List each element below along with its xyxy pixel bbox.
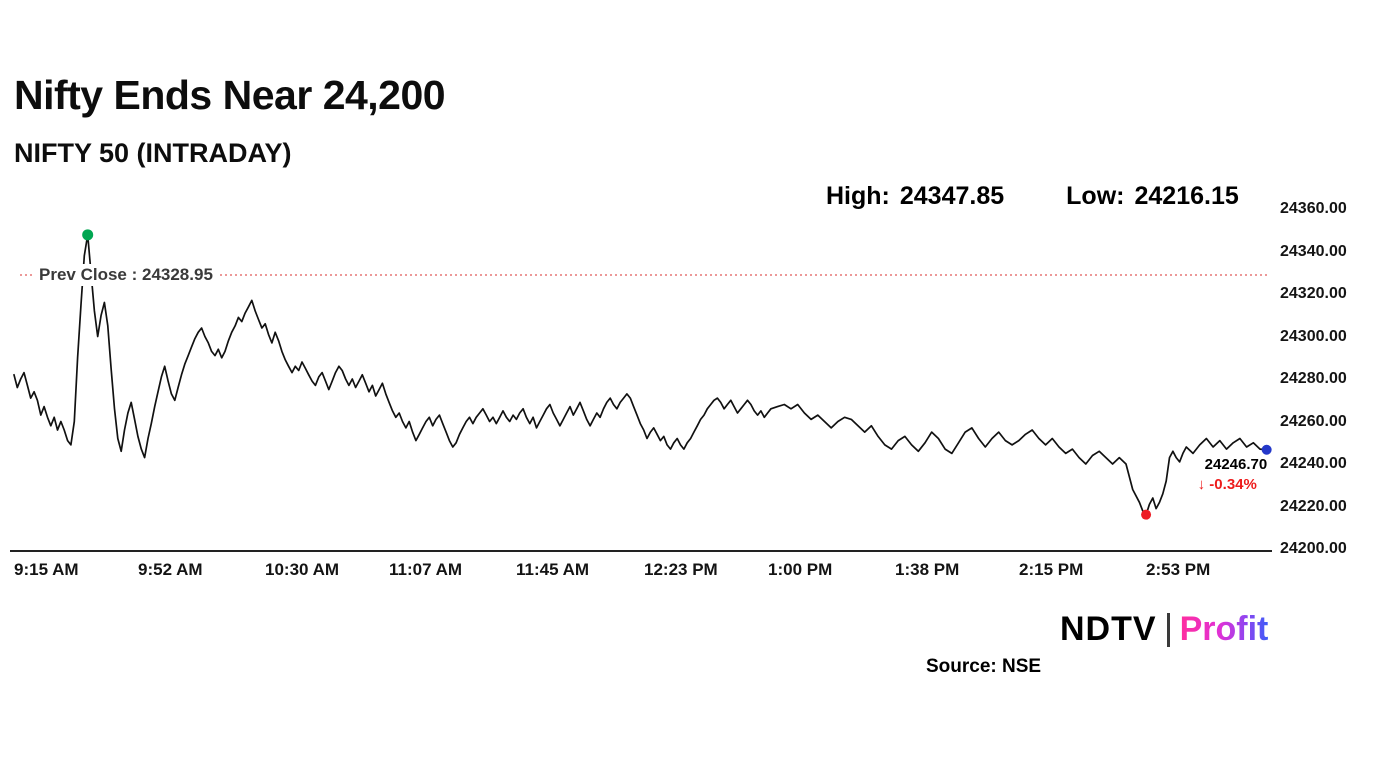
ndtv-profit-logo: NDTV Profit (1060, 610, 1268, 649)
ndtv-logo-text: NDTV (1060, 610, 1157, 648)
y-axis-label: 24200.00 (1280, 540, 1347, 557)
high-label: High: (826, 182, 890, 210)
low-label: Low: (1066, 182, 1125, 210)
chart-subtitle: NIFTY 50 (INTRADAY) (14, 138, 292, 168)
x-axis-label: 2:53 PM (1146, 560, 1211, 579)
last-price-label: 24246.70 (1200, 454, 1272, 474)
y-axis-label: 24260.00 (1280, 412, 1347, 430)
y-axis-label: 24360.00 (1280, 200, 1347, 217)
x-axis-label: 12:23 PM (644, 560, 718, 579)
x-axis-label: 1:38 PM (895, 560, 960, 579)
logo-separator (1166, 612, 1170, 647)
high-marker-dot (82, 229, 94, 241)
y-axis-label: 24320.00 (1280, 285, 1347, 302)
x-axis-label: 9:52 AM (138, 560, 203, 579)
high-low-stats: High: 24347.85 Low: 24216.15 (826, 182, 1239, 211)
y-axis-label: 24220.00 (1280, 497, 1347, 515)
x-axis-label: 10:30 AM (265, 560, 340, 579)
prev-close-label: Prev Close : 24328.95 (34, 263, 218, 286)
x-axis-label: 11:45 AM (516, 560, 590, 579)
y-axis-label: 24300.00 (1280, 327, 1347, 345)
x-axis-label: 1:00 PM (768, 560, 833, 579)
x-axis-label: 9:15 AM (14, 560, 79, 579)
last-marker-dot (1261, 444, 1272, 455)
page-title: Nifty Ends Near 24,200 (14, 72, 446, 118)
last-change-label: ↓ -0.34% (1194, 475, 1260, 493)
x-axis: 9:15 AM 9:52 AM 10:30 AM 11:07 AM 11:45 AM 12… (0, 560, 1382, 586)
y-axis-label: 24240.00 (1280, 455, 1347, 472)
x-axis-label: 11:07 AM (389, 560, 463, 579)
high-stat: High: 24347.85 (826, 182, 1004, 211)
source-label: Source: NSE (926, 656, 1042, 677)
high-value: 24347.85 (899, 182, 1005, 210)
low-marker-dot (1141, 509, 1152, 520)
x-axis-label: 2:15 PM (1019, 560, 1084, 579)
low-value: 24216.15 (1134, 182, 1239, 210)
y-axis-label: 24280.00 (1280, 370, 1347, 387)
profit-logo-text: Profit (1179, 610, 1269, 648)
y-axis-label: 24340.00 (1280, 242, 1347, 260)
low-stat: Low: 24216.15 (1066, 182, 1239, 211)
